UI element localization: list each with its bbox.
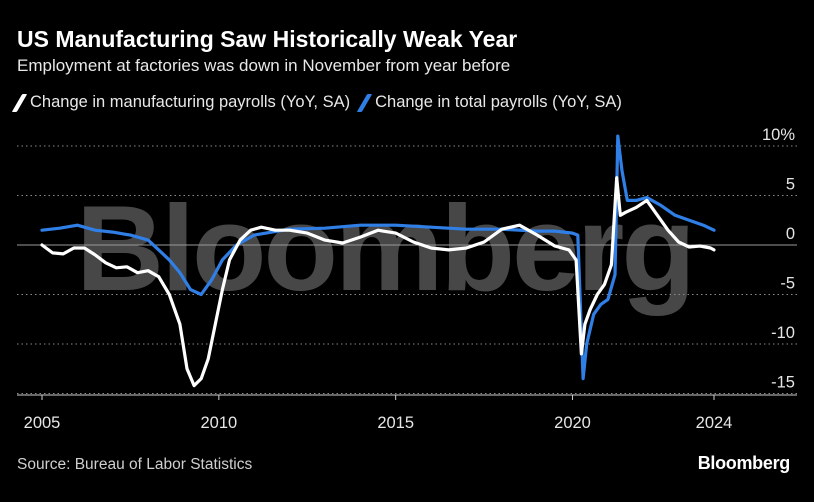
legend-item-manufacturing: Change in manufacturing payrolls (YoY, S… — [11, 93, 351, 112]
tick-labels: 10% 5 0 -5 -10 -15 2005 2010 2015 2020 2024 — [24, 126, 796, 432]
legend-label-total: Change in total payrolls (YoY, SA) — [375, 93, 622, 111]
chart-title: US Manufacturing Saw Historically Weak Y… — [17, 26, 518, 52]
chart-legend: Change in manufacturing payrolls (YoY, S… — [11, 93, 622, 112]
bloomberg-logo: Bloomberg — [697, 453, 791, 473]
y-tick-label: -15 — [771, 374, 795, 392]
x-tick-label: 2005 — [24, 414, 61, 432]
x-tick-label: 2024 — [696, 414, 733, 432]
y-tick-label: -5 — [780, 275, 795, 293]
legend-item-total: Change in total payrolls (YoY, SA) — [356, 93, 622, 112]
axes — [17, 244, 797, 400]
series-lines — [40, 134, 716, 388]
y-tick-label: -10 — [771, 324, 795, 342]
series-line-total — [40, 134, 716, 381]
x-tick-label: 2010 — [200, 414, 237, 432]
chart-subtitle: Employment at factories was down in Nove… — [17, 56, 511, 75]
series-line-manufacturing — [40, 176, 716, 388]
x-tick-label: 2015 — [377, 414, 414, 432]
legend-label-manufacturing: Change in manufacturing payrolls (YoY, S… — [30, 93, 351, 111]
y-tick-label: 0 — [786, 225, 795, 243]
y-tick-label: 5 — [786, 176, 795, 194]
y-tick-label: 10% — [762, 126, 795, 144]
source-note: Source: Bureau of Labor Statistics — [17, 456, 253, 473]
x-tick-label: 2020 — [554, 414, 591, 432]
